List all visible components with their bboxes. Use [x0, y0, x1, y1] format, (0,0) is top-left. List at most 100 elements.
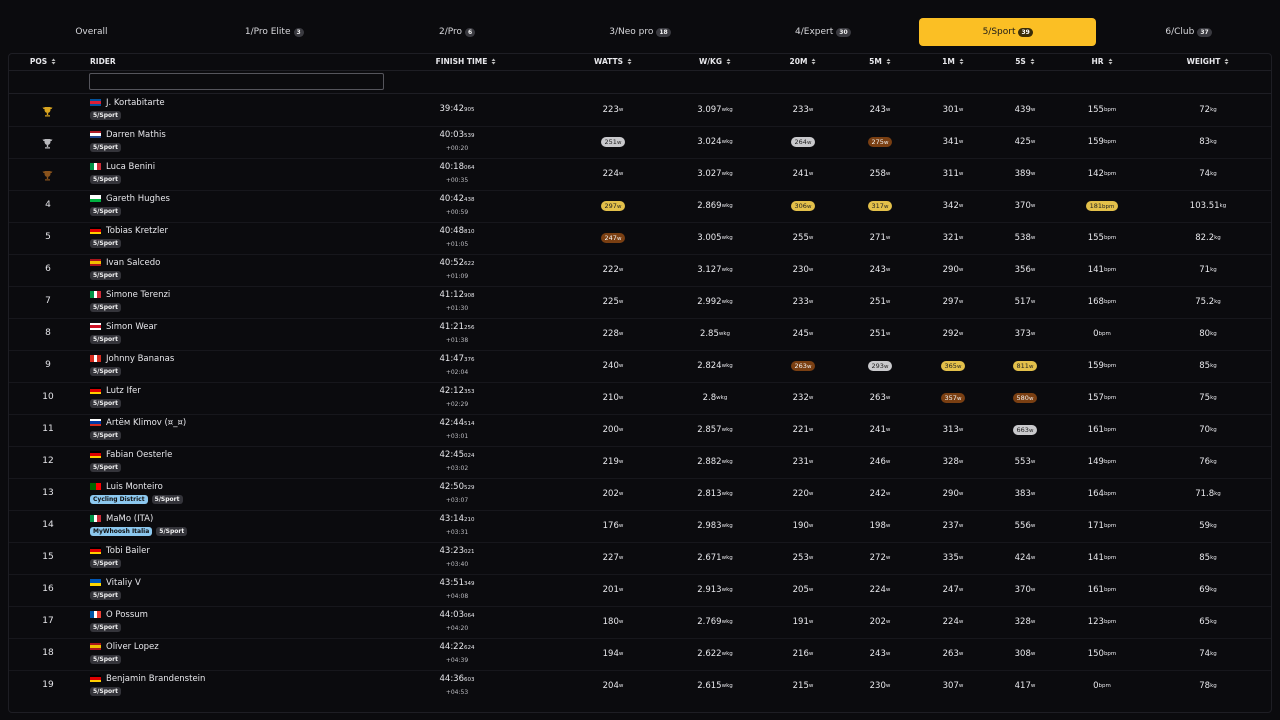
- rider-name[interactable]: MaMo (ITA): [106, 514, 154, 524]
- tab[interactable]: 2/Pro 6: [366, 18, 549, 46]
- tab[interactable]: 3/Neo pro 18: [549, 18, 732, 46]
- rider-search-input[interactable]: [89, 73, 384, 90]
- column-header[interactable]: FINISH TIME: [406, 56, 526, 66]
- flag-stripe: [93, 291, 98, 298]
- tab-label: 5/Sport: [982, 27, 1016, 37]
- column-header[interactable]: 5S: [965, 56, 1085, 66]
- flag-stripe: [90, 229, 101, 232]
- rider-name[interactable]: Luis Monteiro: [106, 482, 163, 492]
- team-badge[interactable]: 5/Sport: [90, 367, 121, 376]
- team-badge[interactable]: 5/Sport: [156, 527, 188, 536]
- column-header[interactable]: W/KG: [655, 56, 775, 66]
- time-gap: +01:30: [445, 305, 469, 312]
- stat-unit: bpm: [1103, 235, 1117, 241]
- team-badges: 5/Sport: [90, 655, 121, 664]
- team-badge[interactable]: 5/Sport: [90, 271, 121, 280]
- stat-unit: kg: [1219, 203, 1227, 209]
- stat-value: 321: [942, 233, 959, 243]
- column-header[interactable]: POS: [0, 56, 103, 66]
- finish-time-main: 43:14: [439, 514, 465, 524]
- team-badge[interactable]: MyWhoosh Italia: [90, 527, 153, 536]
- stat-cell: 383 w: [975, 488, 1075, 500]
- stat-unit: wkg: [721, 107, 733, 113]
- stat-value: 342: [942, 201, 959, 211]
- tab[interactable]: 5/Sport 39: [919, 18, 1097, 46]
- stat-cell: 356 w: [975, 264, 1075, 276]
- team-badge[interactable]: 5/Sport: [90, 559, 121, 568]
- team-badge[interactable]: 5/Sport: [90, 623, 121, 632]
- stat-cell: 85 kg: [1158, 360, 1258, 372]
- finish-time-ms: 603: [464, 677, 475, 683]
- sort-icon: [1224, 58, 1229, 65]
- stat-unit: w: [618, 587, 624, 593]
- rider-name[interactable]: Darren Mathis: [106, 130, 166, 140]
- stat-value: 553: [1014, 457, 1031, 467]
- stat-unit: w: [808, 171, 814, 177]
- stat-unit: w: [885, 587, 891, 593]
- finish-time: 42:50 529: [407, 482, 507, 492]
- finish-time-main: 42:50: [439, 482, 465, 492]
- rider-name[interactable]: Benjamin Brandenstein: [106, 674, 206, 684]
- flag-stripe: [90, 647, 101, 650]
- rider-name[interactable]: Fabian Oesterle: [106, 450, 173, 460]
- team-badge[interactable]: 5/Sport: [90, 207, 121, 216]
- rider-name[interactable]: Simone Terenzi: [106, 290, 171, 300]
- stat-unit: w: [958, 427, 964, 433]
- rider-name[interactable]: Tobi Bailer: [106, 546, 150, 556]
- team-badge[interactable]: 5/Sport: [90, 175, 121, 184]
- team-badge[interactable]: Cycling District: [90, 495, 148, 504]
- team-badge[interactable]: 5/Sport: [90, 335, 121, 344]
- team-badge[interactable]: 5/Sport: [90, 239, 121, 248]
- column-header[interactable]: WATTS: [553, 56, 673, 66]
- tab[interactable]: 1/Pro Elite 3: [183, 18, 366, 46]
- column-header[interactable]: 20M: [743, 56, 863, 66]
- rider-name[interactable]: Johnny Bananas: [106, 354, 175, 364]
- team-badge[interactable]: 5/Sport: [90, 591, 121, 600]
- rider-name[interactable]: Artём Klimov (¤_¤): [106, 418, 187, 428]
- rider-name[interactable]: J. Kortabitarte: [106, 98, 165, 108]
- rider-name[interactable]: Luca Benini: [106, 162, 156, 172]
- stat-cell: 216 w: [753, 648, 853, 660]
- tab[interactable]: 6/Club 37: [1097, 18, 1280, 46]
- stat-unit: w: [808, 395, 814, 401]
- rider-name[interactable]: Lutz Ifer: [106, 386, 141, 396]
- rider-name[interactable]: Oliver Lopez: [106, 642, 159, 652]
- flag: [90, 643, 101, 650]
- finish-time-main: 40:42: [439, 194, 465, 204]
- rider-name[interactable]: Vitaliy V: [106, 578, 141, 588]
- flag-stripe: [90, 643, 101, 646]
- stat-cell: 251 w: [563, 136, 663, 148]
- stat-unit: w: [1030, 235, 1036, 241]
- column-header[interactable]: WEIGHT: [1148, 56, 1268, 66]
- team-badge[interactable]: 5/Sport: [90, 399, 121, 408]
- finish-time-main: 43:23: [439, 546, 465, 556]
- team-badge[interactable]: 5/Sport: [90, 303, 121, 312]
- stat-unit: wkg: [721, 299, 733, 305]
- rider-name[interactable]: Gareth Hughes: [106, 194, 170, 204]
- stat-unit: w: [618, 523, 624, 529]
- tab[interactable]: 4/Expert 30: [731, 18, 914, 46]
- column-header[interactable]: HR: [1042, 56, 1162, 66]
- stat-badge: 580 w: [1012, 393, 1038, 403]
- team-badge[interactable]: 5/Sport: [90, 143, 121, 152]
- stat-cell: 198 w: [830, 520, 930, 532]
- stat-value: 556: [1014, 521, 1031, 531]
- rider-name[interactable]: Tobias Kretzler: [106, 226, 169, 236]
- rider-name[interactable]: Simon Wear: [106, 322, 158, 332]
- rider-name[interactable]: O Possum: [106, 610, 148, 620]
- team-badge[interactable]: 5/Sport: [90, 655, 121, 664]
- team-badge[interactable]: 5/Sport: [90, 431, 121, 440]
- team-badge[interactable]: 5/Sport: [90, 687, 121, 696]
- team-badge[interactable]: 5/Sport: [151, 495, 183, 504]
- sort-arrows: [886, 58, 891, 64]
- stat-cell: 215 w: [753, 680, 853, 692]
- column-header[interactable]: 5M: [820, 56, 940, 66]
- rider-name[interactable]: Ivan Salcedo: [106, 258, 161, 268]
- tab[interactable]: Overall: [0, 18, 183, 46]
- column-header[interactable]: 1M: [893, 56, 1013, 66]
- position: 18: [42, 648, 54, 658]
- team-badge[interactable]: 5/Sport: [90, 111, 121, 120]
- team-badge[interactable]: 5/Sport: [90, 463, 121, 472]
- finish-time-ms: 353: [464, 389, 475, 395]
- stat-value: 69: [1199, 585, 1211, 595]
